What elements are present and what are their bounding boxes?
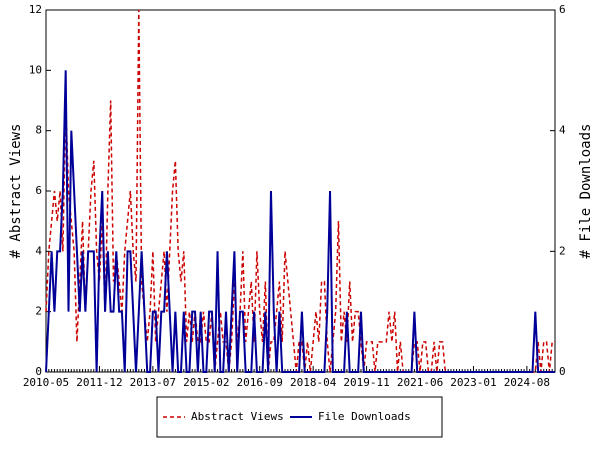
series-line: [45, 70, 555, 373]
y-tick-label: 6: [35, 184, 42, 197]
y-tick-label: 2: [35, 305, 42, 318]
y2-tick-label: 6: [559, 3, 566, 16]
y-tick-label: 0: [35, 365, 42, 378]
x-tick-label: 2023-01: [450, 376, 496, 389]
x-tick-label: 2018-04: [290, 376, 337, 389]
y2-axis-label: # File Downloads: [578, 124, 594, 259]
x-tick-label: 2013-07: [130, 376, 176, 389]
y2-tick-label: 4: [559, 124, 566, 137]
y2-tick-label: 2: [559, 244, 566, 257]
x-tick-label: 2021-06: [397, 376, 443, 389]
x-tick-label: 2024-08: [504, 376, 550, 389]
x-tick-label: 2016-09: [237, 376, 283, 389]
x-tick-label: 2019-11: [343, 376, 389, 389]
y-tick-label: 12: [29, 3, 42, 16]
y2-tick-label: 0: [559, 365, 566, 378]
y-tick-label: 4: [35, 244, 42, 257]
x-tick-label: 2011-12: [76, 376, 122, 389]
y-axis-label: # Abstract Views: [8, 124, 24, 259]
y-tick-label: 10: [29, 63, 42, 76]
x-tick-label: 2010-05: [23, 376, 69, 389]
x-tick-label: 2015-02: [183, 376, 229, 389]
legend: [156, 396, 443, 438]
legend-label: Abstract Views: [191, 410, 284, 423]
y-tick-label: 8: [35, 124, 42, 137]
legend-label: File Downloads: [318, 410, 411, 423]
